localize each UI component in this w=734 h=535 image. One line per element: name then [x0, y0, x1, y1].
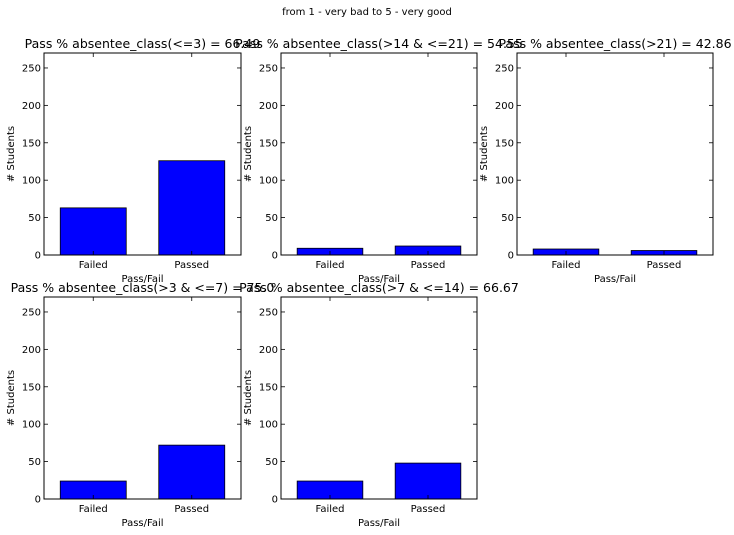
y-tick-label: 150 [259, 138, 278, 149]
y-axis-label: # Students [243, 126, 254, 182]
x-axis-label: Pass/Fail [121, 518, 163, 529]
x-axis-label: Pass/Fail [358, 274, 400, 285]
y-tick-label: 250 [495, 63, 514, 74]
subplot-5: 0 50 100 150 200 250 Failed Passed Pass/Fail # St… [239, 280, 519, 529]
x-tick-label: Passed [647, 260, 682, 271]
y-tick-label: 0 [508, 251, 514, 262]
x-axis-label: Pass/Fail [594, 274, 636, 285]
x-tick-label: Passed [411, 260, 446, 271]
y-tick-label: 200 [22, 345, 41, 356]
y-axis-label: # Students [6, 370, 17, 426]
subplot-1: 0 50 100 150 200 250 Failed Passed Pass/Fail # St… [6, 36, 260, 285]
y-tick-label: 100 [495, 176, 514, 187]
axes-frame [516, 52, 714, 256]
subplot-4: 0 50 100 150 200 250 Failed Passed Pass/Fail # St… [6, 280, 274, 529]
y-tick-label: 50 [265, 457, 278, 468]
y-tick-label: 200 [259, 101, 278, 112]
subplot-title: Pass % absentee_class(>3 & <=7) = 75.0 [11, 280, 275, 295]
y-tick-label: 250 [22, 63, 41, 74]
y-tick-label: 200 [259, 345, 278, 356]
y-tick-label: 100 [259, 420, 278, 431]
y-tick-label: 200 [22, 101, 41, 112]
y-tick-label: 100 [22, 176, 41, 187]
x-tick-label: Failed [79, 260, 108, 271]
subplot-title: Pass % absentee_class(<=3) = 66.49 [25, 36, 261, 51]
y-tick-label: 200 [495, 101, 514, 112]
x-tick-label: Passed [411, 504, 446, 515]
y-tick-label: 250 [259, 63, 278, 74]
y-tick-label: 150 [22, 138, 41, 149]
x-axis-label: Pass/Fail [358, 518, 400, 529]
bar-passed [158, 444, 226, 500]
y-tick-label: 0 [272, 495, 278, 506]
x-tick-label: Failed [551, 260, 580, 271]
y-tick-label: 0 [272, 251, 278, 262]
subplot-title: Pass % absentee_class(>7 & <=14) = 66.67 [239, 280, 519, 295]
axes-frame [280, 52, 478, 256]
x-tick-label: Failed [79, 504, 108, 515]
subplot-2: 0 50 100 150 200 250 Failed Passed Pass/Fail # St… [235, 36, 523, 285]
x-tick-label: Failed [315, 260, 344, 271]
bar-failed [59, 207, 127, 256]
y-axis-label: # Students [243, 370, 254, 426]
y-tick-label: 100 [259, 176, 278, 187]
subplots-grid: 0 50 100 150 200 250 Failed Passed Pass/Fail # St… [6, 36, 732, 529]
x-tick-label: Failed [315, 504, 344, 515]
y-tick-label: 250 [259, 307, 278, 318]
y-tick-label: 150 [259, 382, 278, 393]
axes-frame [43, 52, 242, 256]
figure-suptitle: from 1 - very bad to 5 - very good [282, 7, 452, 18]
y-tick-label: 150 [22, 382, 41, 393]
x-tick-label: Passed [174, 260, 209, 271]
x-axis-label: Pass/Fail [121, 274, 163, 285]
y-tick-label: 50 [501, 213, 514, 224]
y-tick-label: 50 [28, 213, 41, 224]
axes-frame [43, 296, 242, 500]
y-tick-label: 0 [35, 251, 41, 262]
y-tick-label: 50 [28, 457, 41, 468]
y-axis-label: # Students [6, 126, 17, 182]
bar-passed [158, 160, 226, 256]
y-tick-label: 0 [35, 495, 41, 506]
y-tick-label: 150 [495, 138, 514, 149]
y-tick-label: 50 [265, 213, 278, 224]
y-axis-label: # Students [479, 126, 490, 182]
subplot-title: Pass % absentee_class(>14 & <=21) = 54.5… [235, 36, 523, 51]
x-tick-label: Passed [174, 504, 209, 515]
axes-frame [280, 296, 478, 500]
y-tick-label: 100 [22, 420, 41, 431]
bar-passed [394, 462, 462, 500]
y-tick-label: 250 [22, 307, 41, 318]
subplot-3: 0 50 100 150 200 250 Failed Passed Pass/Fail # St… [479, 36, 732, 285]
subplot-title: Pass % absentee_class(>21) = 42.86 [498, 36, 731, 51]
